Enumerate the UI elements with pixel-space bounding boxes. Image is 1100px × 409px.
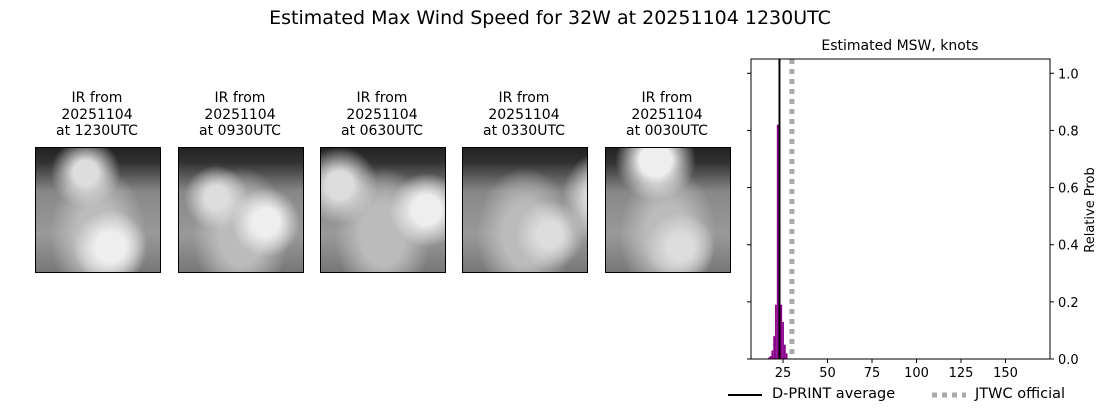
ir-title-line: IR from <box>71 90 123 106</box>
ir-panel-title: IR from 20251104 at 0330UTC <box>444 90 604 140</box>
ir-title-line: at 0030UTC <box>626 123 708 139</box>
ir-satellite-image <box>320 147 446 273</box>
figure-title: Estimated Max Wind Speed for 32W at 2025… <box>269 7 831 29</box>
histogram-bar <box>782 321 784 359</box>
ir-title-line: IR from <box>356 90 408 106</box>
ir-satellite-image <box>462 147 588 273</box>
ir-satellite-image <box>35 147 161 273</box>
plot-frame <box>750 58 1051 360</box>
y-tick-label: 0.8 <box>1058 124 1079 139</box>
ir-title-line: IR from <box>498 90 550 106</box>
ir-title-line: 20251104 <box>204 106 276 123</box>
histogram-bar <box>776 124 779 359</box>
x-tick-label: 25 <box>775 366 792 381</box>
legend-dprint-swatch <box>728 394 762 396</box>
ir-title-line: 20251104 <box>488 106 560 123</box>
ir-title-line: at 0330UTC <box>483 123 565 139</box>
x-tick-label: 100 <box>904 366 929 381</box>
y-tick-label: 0.0 <box>1058 353 1079 368</box>
histogram-bar <box>771 350 774 359</box>
ir-title-line: 20251104 <box>346 106 418 123</box>
histogram-bar <box>775 304 777 359</box>
x-tick-label: 125 <box>949 366 974 381</box>
histogram-bar <box>769 356 772 359</box>
y-tick-label: 0.2 <box>1058 296 1079 311</box>
ir-title-line: at 0630UTC <box>341 123 423 139</box>
ir-title-line: 20251104 <box>631 106 703 123</box>
ir-satellite-image <box>178 147 304 273</box>
ir-title-line: 20251104 <box>61 106 133 123</box>
chart-title: Estimated MSW, knots <box>821 38 978 54</box>
ir-title-line: IR from <box>641 90 693 106</box>
y-tick-label: 0.4 <box>1058 239 1079 254</box>
ir-title-line: IR from <box>214 90 266 106</box>
histogram-bar <box>785 353 788 359</box>
ir-title-line: at 1230UTC <box>56 123 138 139</box>
y-axis-label: Relative Prob <box>1083 167 1098 252</box>
x-tick-label: 150 <box>993 366 1018 381</box>
ir-panel-title: IR from 20251104 at 0630UTC <box>302 90 462 140</box>
ir-panel-title: IR from 20251104 at 0030UTC <box>587 90 747 140</box>
histogram-bar <box>767 357 770 359</box>
x-tick-label: 75 <box>864 366 881 381</box>
ir-panel-title: IR from 20251104 at 0930UTC <box>160 90 320 140</box>
ir-satellite-image <box>605 147 731 273</box>
ir-title-line: at 0930UTC <box>199 123 281 139</box>
histogram-bar <box>773 336 776 359</box>
histogram-bar <box>780 304 783 359</box>
x-tick-label: 50 <box>819 366 836 381</box>
ir-panel-title: IR from 20251104 at 1230UTC <box>17 90 177 140</box>
legend-jtwc-label: JTWC official <box>975 386 1066 402</box>
legend-dprint-label: D-PRINT average <box>772 386 896 402</box>
histogram-bar <box>783 344 786 359</box>
y-tick-label: 1.0 <box>1058 67 1079 82</box>
legend-jtwc-swatch <box>932 392 966 398</box>
y-tick-label: 0.6 <box>1058 182 1079 197</box>
